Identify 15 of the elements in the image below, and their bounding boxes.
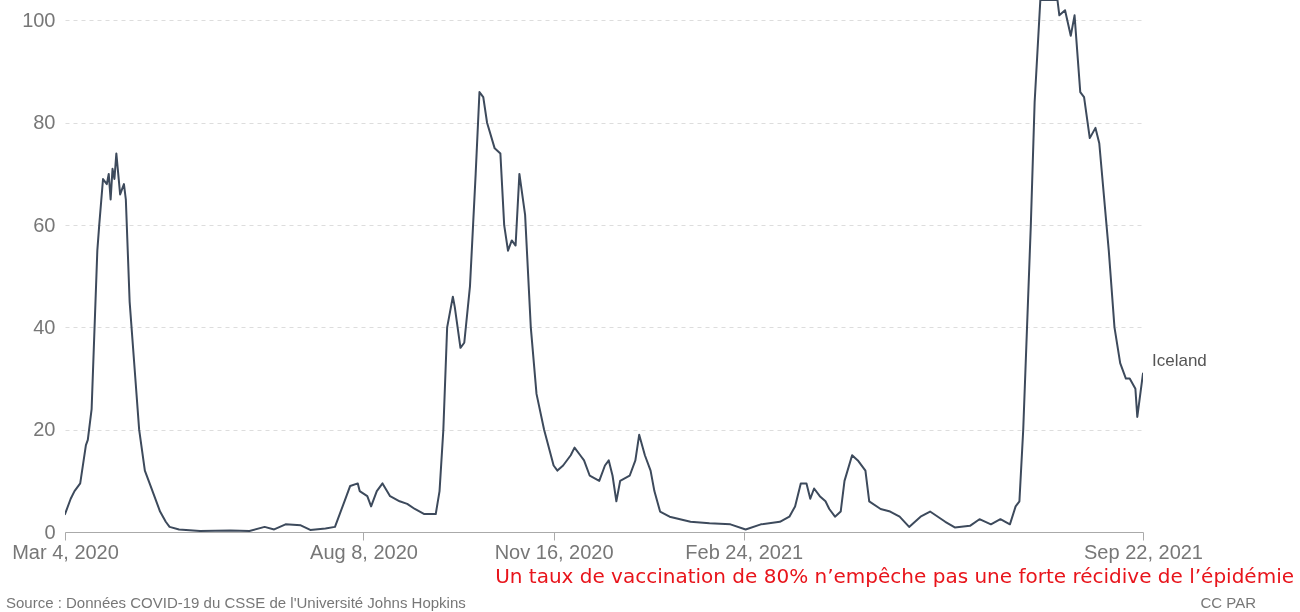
source-note: Source : Données COVID-19 du CSSE de l'Université Johns Hopkins bbox=[6, 594, 466, 611]
text: CC PAR bbox=[1200, 594, 1256, 611]
series-label: Iceland bbox=[1152, 351, 1207, 371]
x-tick-label: Sep 22, 2021 bbox=[1084, 540, 1203, 563]
x-tick-label: Aug 8, 2020 bbox=[310, 540, 418, 563]
y-tick-label: 80 bbox=[33, 111, 56, 134]
y-tick-label: 0 bbox=[44, 520, 56, 543]
y-tick-label: 20 bbox=[33, 418, 56, 441]
y-tick-label: 60 bbox=[33, 213, 56, 236]
x-tick-label: Mar 4, 2020 bbox=[12, 540, 119, 563]
y-tick-label: 100 bbox=[22, 8, 56, 31]
text: Un taux de vaccination de 80% n’empêche pas une forte récidive de l’épidémie bbox=[495, 564, 1294, 588]
x-tick-label: Nov 16, 2020 bbox=[494, 540, 614, 563]
x-tick-label: Feb 24, 2021 bbox=[685, 540, 804, 563]
y-tick-label: 40 bbox=[33, 315, 56, 338]
